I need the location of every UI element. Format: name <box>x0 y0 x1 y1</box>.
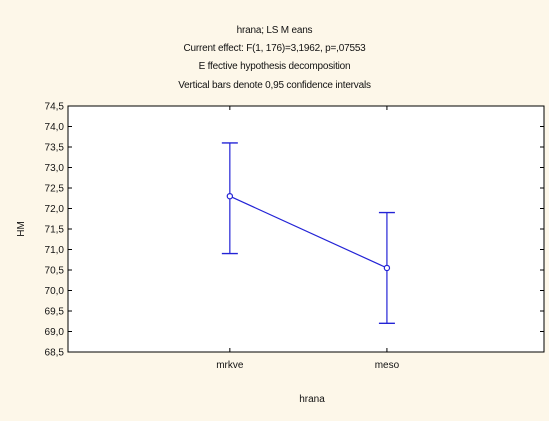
y-axis: 74,5 74,0 73,5 73,0 72,5 72,0 71,5 71,0 70,5 70,0… <box>45 102 544 359</box>
y-tick-label: 70,0 <box>45 286 65 297</box>
y-axis-label: HM <box>16 221 27 237</box>
y-tick-label: 73,5 <box>45 143 65 154</box>
y-tick-label: 69,0 <box>45 327 65 338</box>
series-line <box>229 195 388 269</box>
y-tick-label: 74,5 <box>45 102 65 113</box>
plot-frame <box>67 105 545 353</box>
x-axis: mrkve meso <box>216 106 400 371</box>
data-point <box>226 192 234 200</box>
series-group <box>221 142 395 324</box>
x-tick-label: mrkve <box>216 360 244 371</box>
y-tick-label: 69,5 <box>45 307 65 318</box>
y-tick-label: 71,0 <box>45 245 65 256</box>
y-tick-label: 72,5 <box>45 184 65 195</box>
y-tick-label: 70,5 <box>45 266 65 277</box>
y-tick-label: 74,0 <box>45 122 65 133</box>
y-tick-label: 73,0 <box>45 163 65 174</box>
chart-subtitle-effect: Current effect: F(1, 176)=3,1962, p=,075… <box>183 43 366 54</box>
x-tick-label: meso <box>375 360 400 371</box>
data-point <box>383 264 391 272</box>
y-tick-label: 71,5 <box>45 225 65 236</box>
y-tick-label: 68,5 <box>45 348 65 359</box>
chart-subtitle-decomposition: E ffective hypothesis decomposition <box>198 61 351 72</box>
y-tick-label: 72,0 <box>45 204 65 215</box>
chart-title: hrana; LS M eans <box>236 25 313 36</box>
x-axis-label: hrana <box>299 394 325 405</box>
chart-subtitle-ci: Vertical bars denote 0,95 confidence int… <box>178 80 371 91</box>
